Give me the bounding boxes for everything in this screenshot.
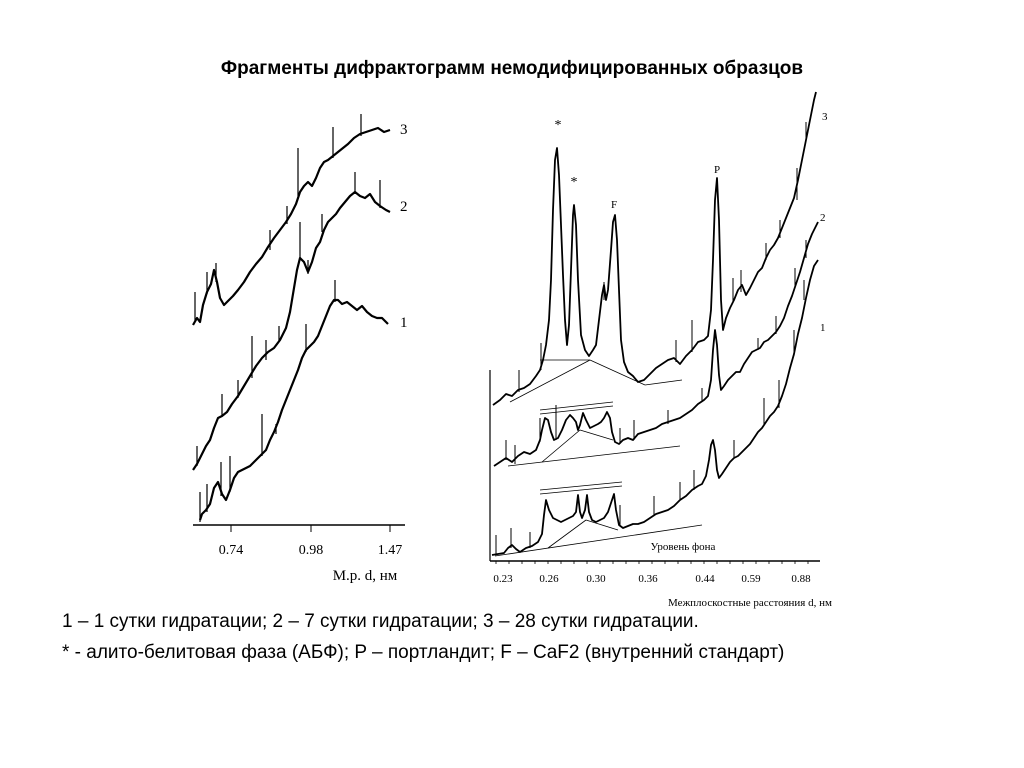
- left-series-label-2: 2: [400, 199, 408, 215]
- left-series-label-3: 3: [400, 122, 408, 138]
- right-x-axis-label: Межплоскостные расстояния d, нм: [668, 597, 832, 609]
- right-tick-label-4: 0.36: [638, 573, 658, 585]
- left-tick-label-2: 0.98: [299, 543, 324, 558]
- right-tick-label-6: 0.59: [741, 573, 761, 585]
- annotation-f: F: [611, 199, 617, 211]
- left-x-axis-label: М.р. d, нм: [333, 568, 398, 584]
- left-series-label-1: 1: [400, 315, 408, 331]
- annotation-p: P: [714, 164, 720, 176]
- right-chart: 0.23 0.26 0.30 0.36 0.44 0.59 0.88 Межпл…: [490, 92, 832, 609]
- left-tick-label-3: 1.47: [378, 543, 403, 558]
- right-series-label-2: 2: [820, 212, 826, 224]
- annotation-star-1: *: [555, 118, 562, 133]
- right-series-3-bracket: [510, 360, 682, 402]
- right-tick-label-1: 0.23: [493, 573, 513, 585]
- right-tick-label-7: 0.88: [791, 573, 811, 585]
- right-tick-label-2: 0.26: [539, 573, 559, 585]
- left-series-3-spikes: [195, 114, 361, 322]
- left-series-3-line: [193, 128, 390, 325]
- right-series-1-line: [492, 260, 818, 555]
- right-series-2-bracket: [508, 402, 680, 466]
- right-series-2-line: [494, 222, 818, 466]
- annotation-background-level: Уровень фона: [651, 541, 716, 553]
- left-chart: 0.74 0.98 1.47 М.р. d, нм 3 2 1: [193, 114, 408, 584]
- right-tick-label-3: 0.30: [586, 573, 606, 585]
- caption-phase-legend: * - алито-белитовая фаза (АБФ); P – порт…: [62, 642, 784, 664]
- right-tick-label-5: 0.44: [695, 573, 715, 585]
- right-series-label-1: 1: [820, 322, 826, 334]
- right-series-1-spikes: [496, 280, 804, 555]
- left-tick-label-1: 0.74: [219, 543, 244, 558]
- left-series-2-line: [193, 192, 390, 470]
- caption-hydration-legend: 1 – 1 сутки гидратации; 2 – 7 сутки гидр…: [62, 611, 699, 633]
- annotation-star-2: *: [571, 175, 578, 190]
- right-series-label-3: 3: [822, 111, 828, 123]
